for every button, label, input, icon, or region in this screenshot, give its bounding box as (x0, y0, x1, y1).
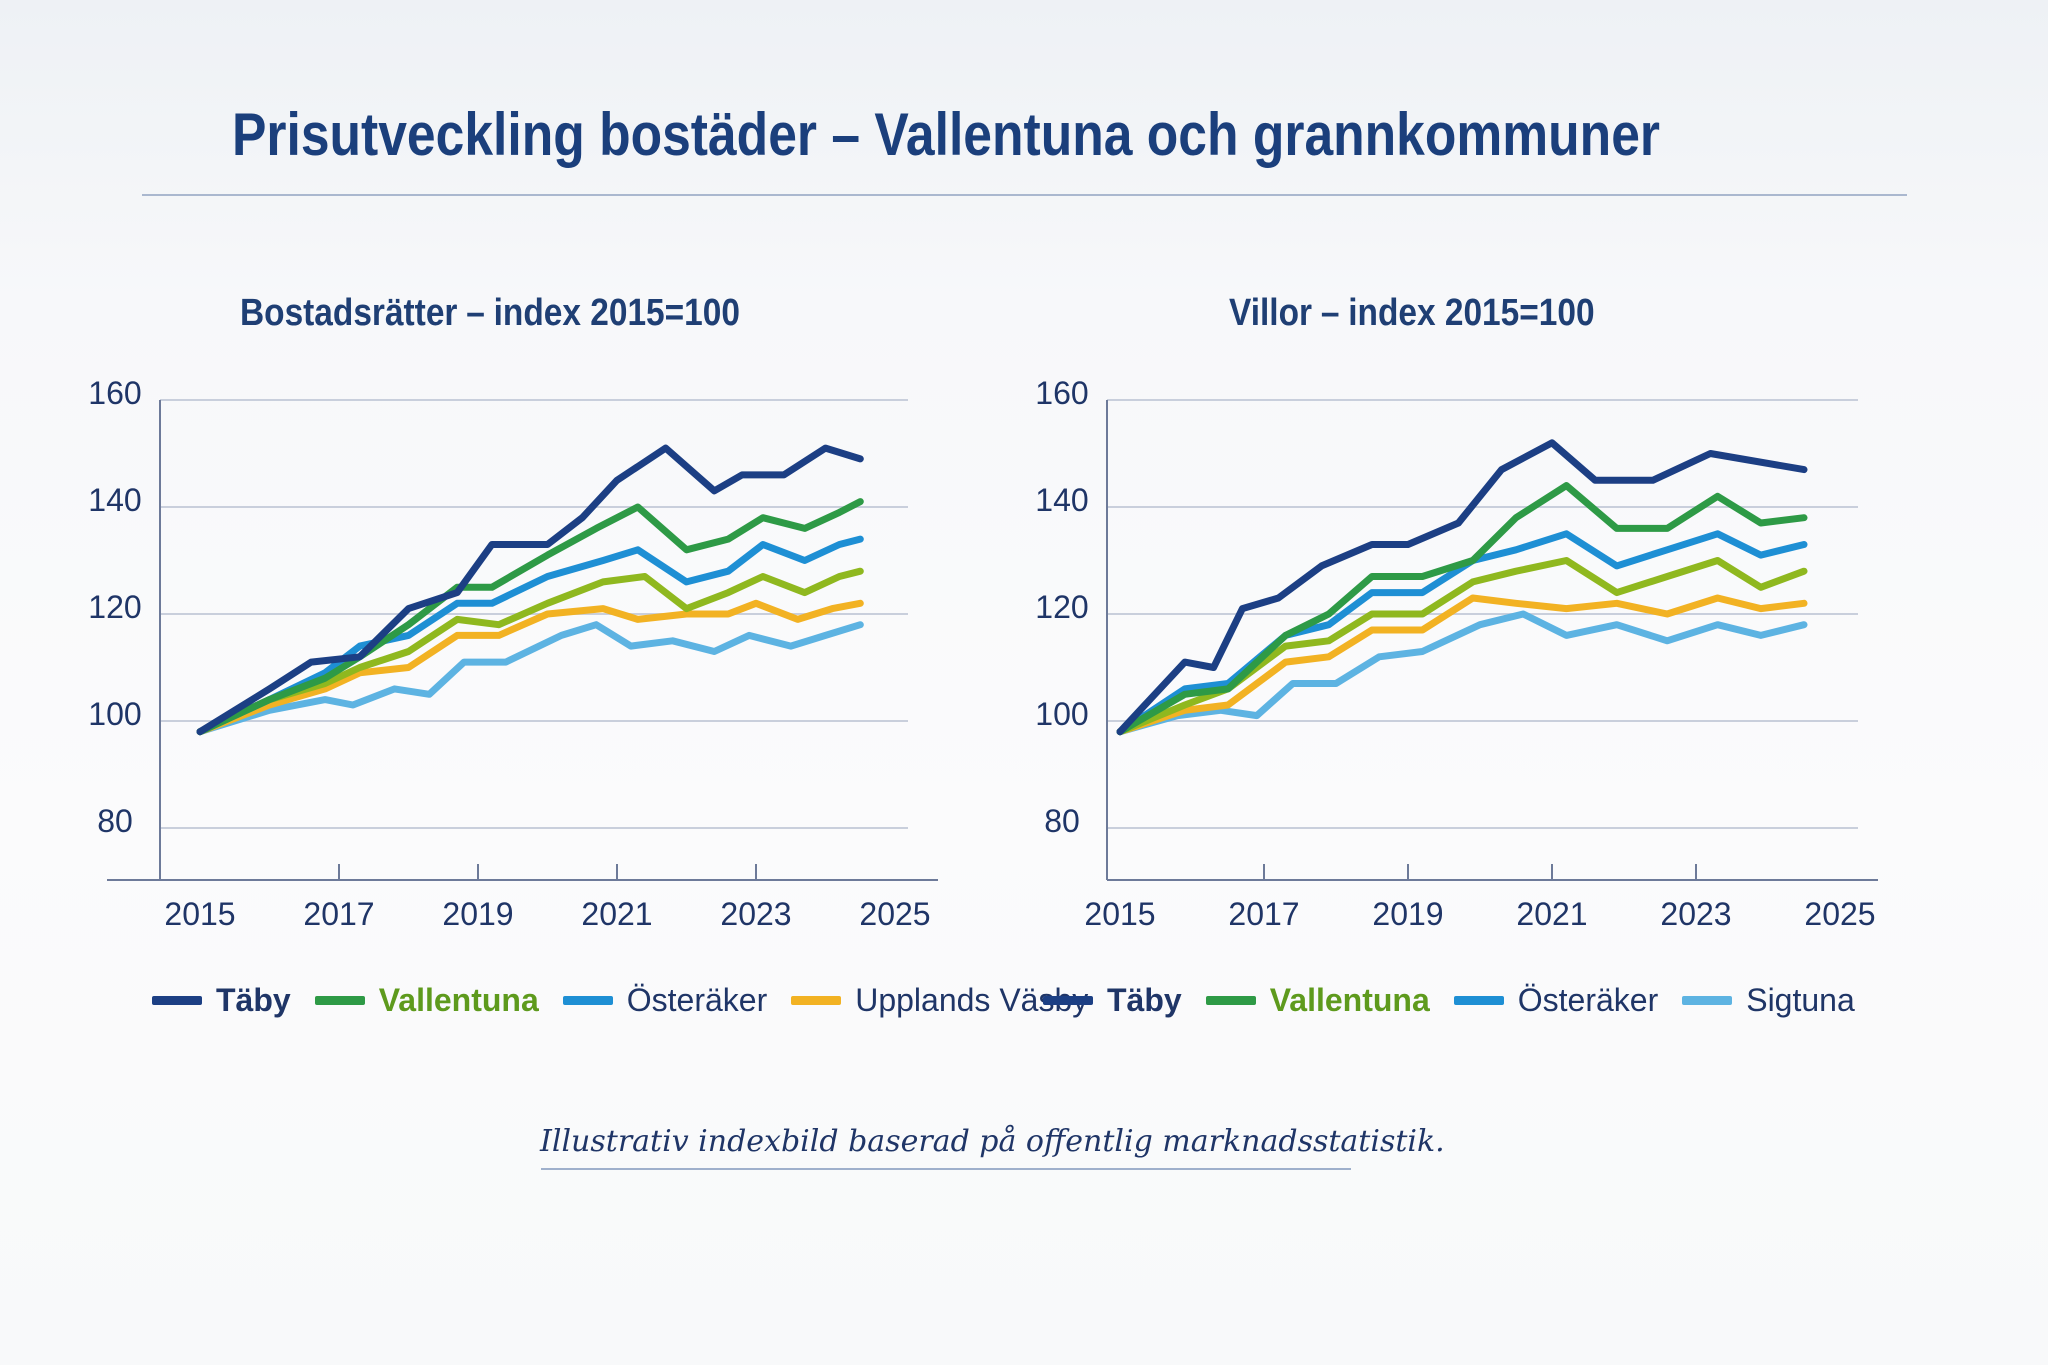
right-x-tick-label: 2021 (1516, 896, 1587, 932)
left-series-line-vallentuna (196, 498, 864, 736)
right-x-tick-label: 2019 (1372, 896, 1443, 932)
right-legend-item: Vallentuna (1205, 982, 1430, 1019)
left-legend-swatch (314, 996, 365, 1005)
right-legend-label: Sigtuna (1746, 982, 1855, 1018)
left-legend-item: Täby (152, 982, 291, 1019)
left-legend-swatch (562, 996, 613, 1005)
right-x-tick-label: 2015 (1084, 896, 1155, 932)
right-x-tick-label: 2023 (1660, 896, 1731, 932)
right-legend-item: Österäker (1453, 982, 1659, 1019)
left-y-tick-label: 140 (88, 482, 141, 518)
left-x-tick-label: 2019 (442, 896, 513, 932)
left-legend-label: Täby (216, 982, 291, 1018)
right-legend-item: Täby (1043, 982, 1182, 1019)
right-legend-item: Sigtuna (1682, 982, 1855, 1019)
right-y-tick-label: 80 (1044, 803, 1080, 839)
right-legend-label: Österäker (1517, 982, 1659, 1018)
left-x-tick-label: 2015 (164, 896, 235, 932)
left-x-tick-label: 2017 (303, 896, 374, 932)
footnote-underline (541, 1168, 1351, 1170)
right-legend-swatch (1682, 996, 1733, 1005)
right-series-line-vallentuna (1116, 482, 1808, 736)
right-series-line-yellow (1116, 594, 1808, 736)
page-title: Prisutveckling bostäder – Vallentuna och… (232, 101, 1660, 168)
left-series-line-yellow-green (196, 567, 864, 736)
right-y-tick-label: 160 (1035, 375, 1088, 411)
left-legend-swatch (152, 996, 202, 1005)
right-y-tick-label: 140 (1035, 482, 1088, 518)
right-x-tick-label: 2025 (1804, 896, 1875, 932)
left-x-tick-label: 2023 (720, 896, 791, 932)
left-legend-item: Vallentuna (314, 982, 539, 1019)
left-x-tick-label: 2021 (581, 896, 652, 932)
footnote: Illustrativ indexbild baserad på offentl… (540, 1124, 1445, 1159)
right-y-tick-label: 120 (1035, 589, 1088, 625)
right-y-tick-label: 100 (1035, 696, 1088, 732)
left-legend-label: Österäker (626, 982, 768, 1018)
left-legend-item: Österäker (562, 982, 768, 1019)
right-series-line-sigtuna (1116, 610, 1808, 736)
left-series-line-sigtuna-like-light-blue (196, 621, 864, 736)
right-legend-swatch (1205, 996, 1256, 1005)
right-legend-swatch (1043, 996, 1093, 1005)
right-chart-legend: Täby Vallentuna Österäker Sigtuna (1043, 982, 1879, 1019)
left-series-line-t-by (196, 444, 864, 736)
right-series-line-t-by (1116, 439, 1808, 736)
left-x-tick-label: 2025 (859, 896, 930, 932)
left-y-tick-label: 120 (88, 589, 141, 625)
left-y-tick-label: 80 (97, 803, 133, 839)
left-y-tick-label: 100 (88, 696, 141, 732)
left-series-line-upplands-v-sby (196, 599, 864, 736)
left-legend-label: Vallentuna (378, 982, 539, 1018)
right-legend-swatch (1453, 996, 1504, 1005)
title-divider (142, 194, 1907, 196)
right-legend-label: Täby (1107, 982, 1182, 1018)
right-x-tick-label: 2017 (1228, 896, 1299, 932)
left-legend-swatch (791, 996, 842, 1005)
right-legend-label: Vallentuna (1269, 982, 1430, 1018)
left-y-tick-label: 160 (88, 375, 141, 411)
